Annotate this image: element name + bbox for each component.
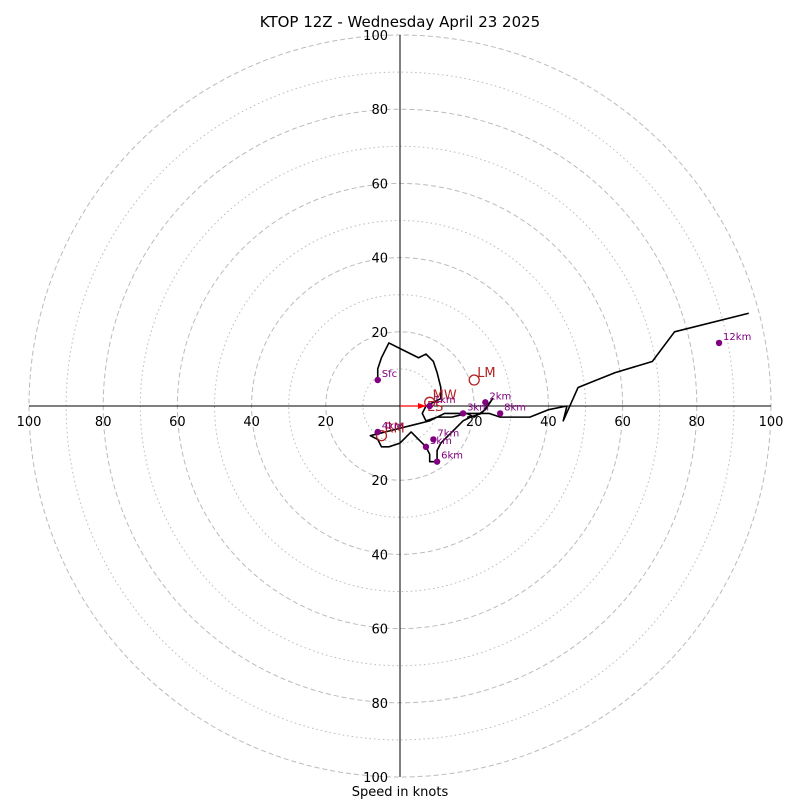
height-point-8km [496, 410, 504, 417]
shear-vector-arrowhead [417, 403, 426, 409]
y-tick-label: 60 [371, 177, 388, 192]
height-label: 8km [504, 402, 526, 413]
x-tick-label: 20 [318, 415, 335, 430]
tick-labels: 100 80 60 40 20 20 40 60 80 100 100 80 60 40 20 20 40 60 8… [17, 29, 784, 786]
height-point-4km [374, 428, 381, 436]
height-label: 6km [441, 451, 463, 462]
y-tick-label: 80 [371, 697, 388, 712]
height-point-3km [459, 410, 467, 417]
height-label: 1km [434, 395, 456, 406]
x-tick-label: 100 [759, 415, 784, 430]
chart-title: KTOP 12Z - Wednesday April 23 2025 [260, 13, 540, 31]
height-point-2km [482, 399, 489, 406]
x-tick-label: 20 [466, 415, 483, 430]
height-point-6km [433, 458, 441, 465]
height-point-7km [430, 436, 437, 443]
y-tick-label: 40 [371, 548, 388, 563]
height-label: Sfc [382, 369, 397, 380]
x-tick-label: 40 [243, 415, 260, 430]
y-tick-label: 20 [371, 326, 388, 341]
height-label: 5km [430, 436, 452, 447]
hodograph-line [369, 312, 749, 463]
x-tick-label: 80 [689, 415, 706, 430]
height-label: 12km [723, 332, 751, 343]
x-tick-label: 80 [95, 415, 112, 430]
height-point-1km [426, 402, 433, 410]
y-tick-label: 40 [371, 252, 388, 267]
y-tick-label: 100 [363, 771, 388, 786]
y-tick-label: 20 [371, 474, 388, 489]
x-tick-label: 60 [614, 415, 631, 430]
height-point-12km [715, 339, 723, 347]
y-tick-label: 60 [371, 623, 388, 638]
storm-motion-rm [375, 430, 388, 442]
x-axis-label: Speed in knots [352, 785, 449, 800]
height-label: 4km [382, 421, 404, 432]
x-tick-label: 100 [17, 415, 42, 430]
height-point-sfc [374, 376, 381, 384]
height-label: 7km [437, 428, 459, 439]
y-tick-label: 100 [363, 29, 388, 44]
storm-motion-label: RM [384, 422, 404, 437]
storm-motion-label: MW [433, 388, 457, 403]
x-tick-label: 60 [169, 415, 186, 430]
height-label: 2km [489, 391, 511, 402]
y-tick-label: 80 [371, 103, 388, 118]
storm-motion-label: LM [477, 366, 495, 381]
height-label: 3km [467, 402, 489, 413]
x-tick-label: 40 [540, 415, 557, 430]
hodograph-trace [369, 312, 749, 463]
storm-motion-lm [468, 374, 480, 386]
height-point-5km [422, 443, 430, 451]
